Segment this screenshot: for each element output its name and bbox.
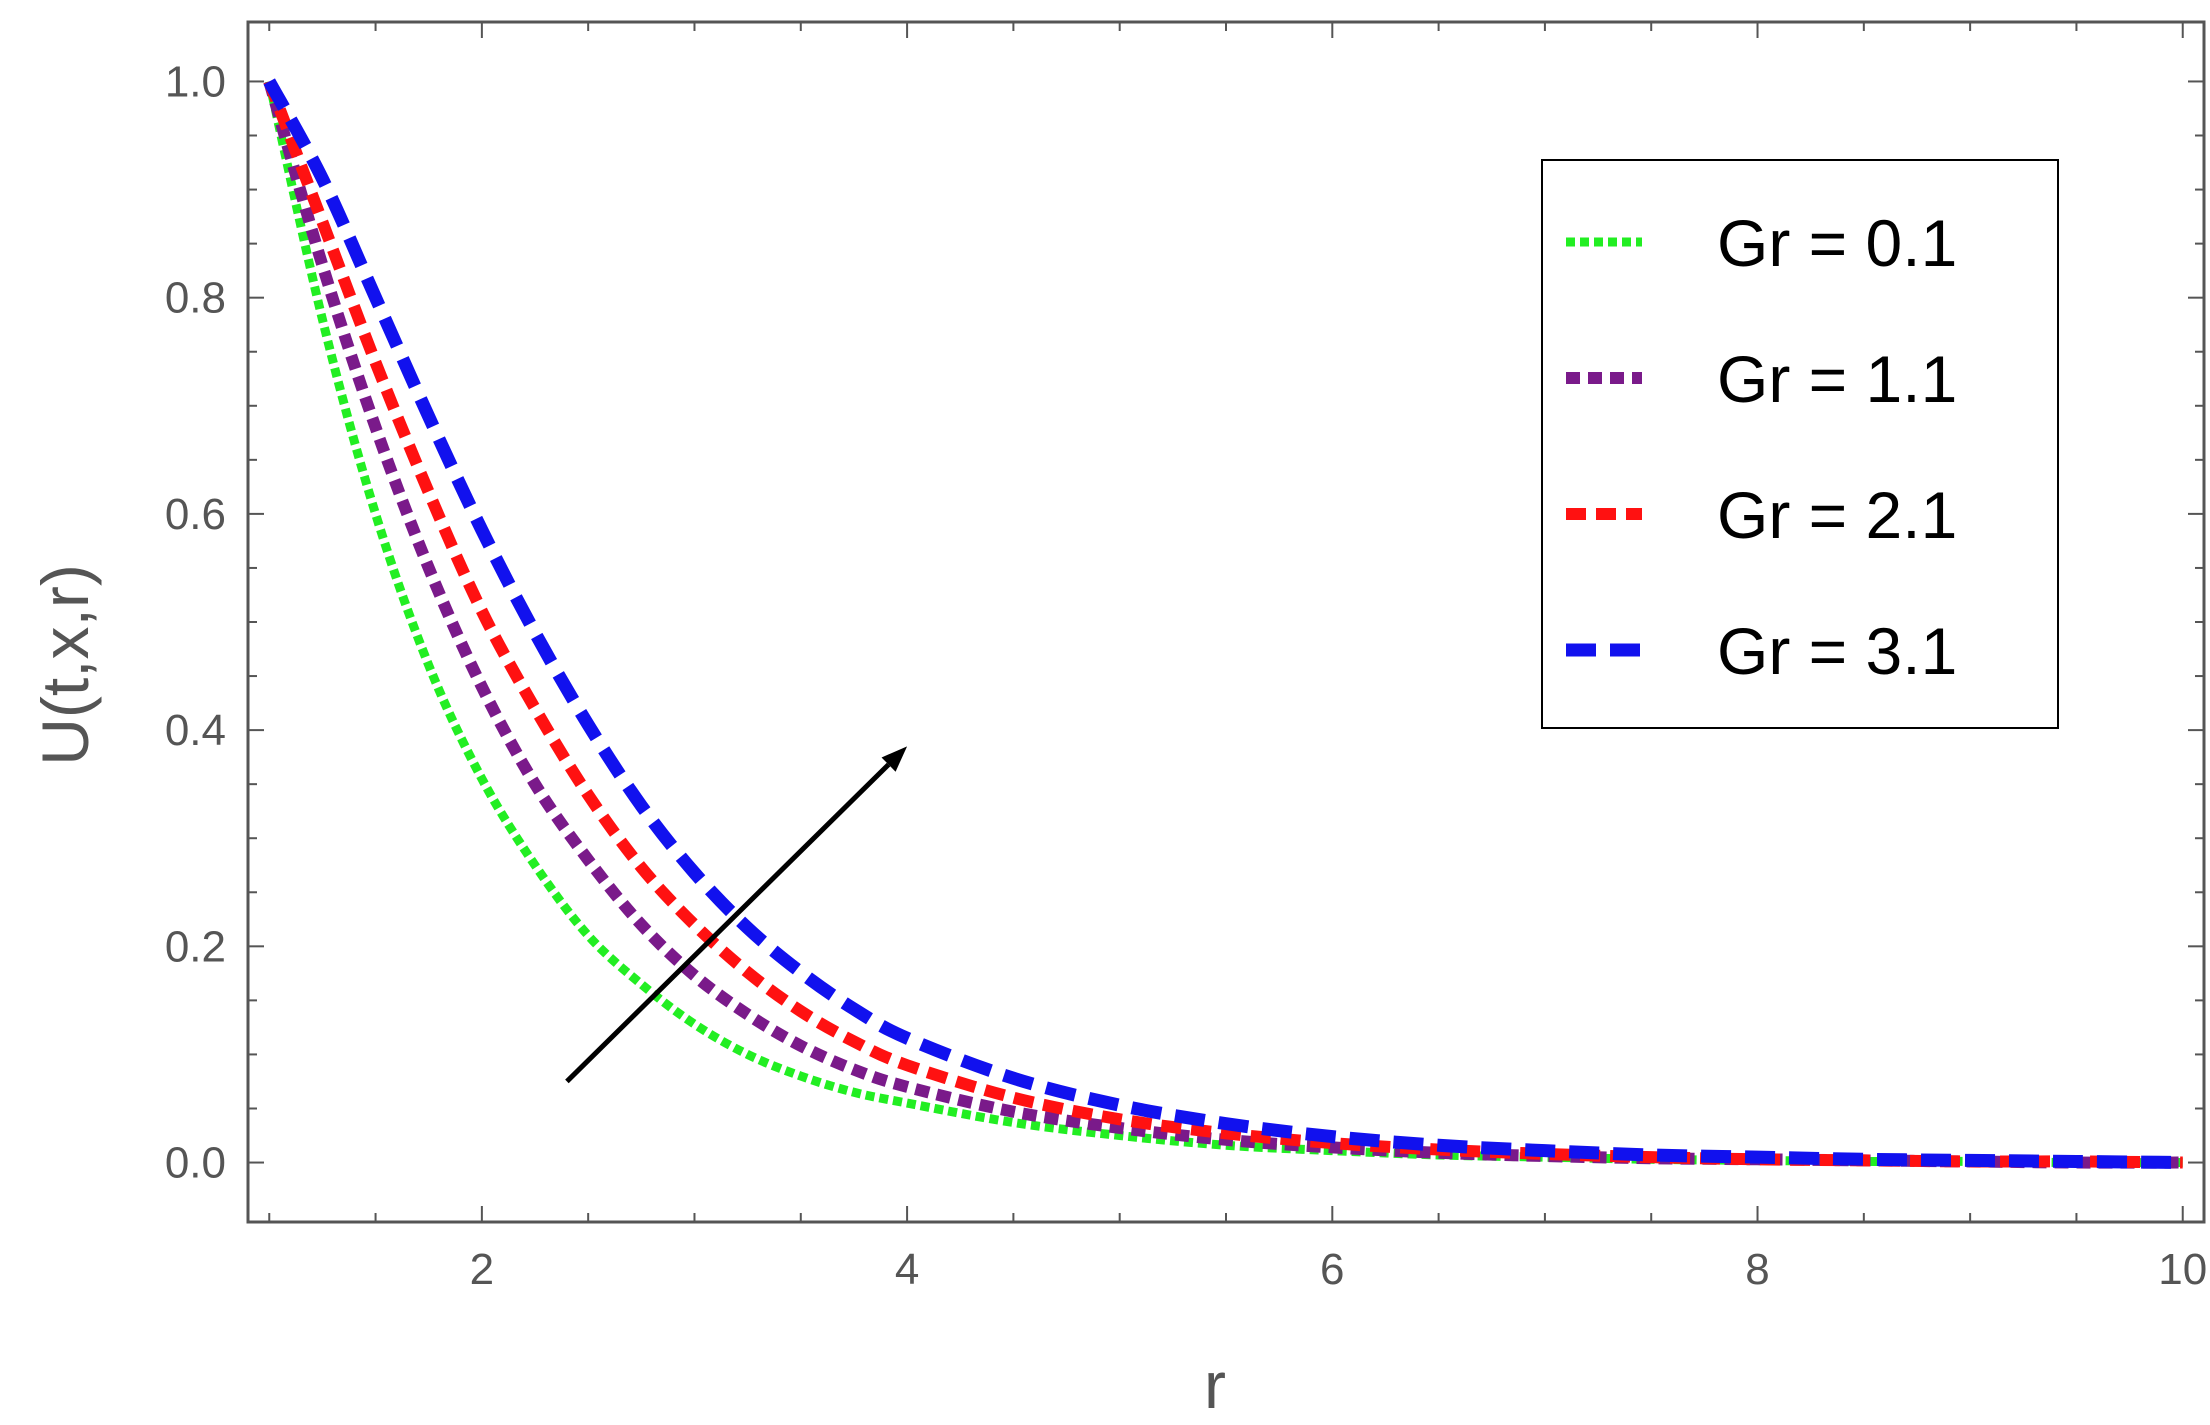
x-tick-label: 6 [1320,1245,1344,1294]
trend-arrow-shaft [565,762,891,1084]
series-lines [263,78,2183,1170]
series-line-4 [263,78,2183,1170]
x-axis-label: r [1204,1348,1226,1422]
axis-ticks [248,22,2204,1222]
tick-labels: 2 4 6 8 10 0.0 0.2 0.4 0.6 0.8 1.0 [165,57,2207,1294]
y-tick-label: 0.4 [165,706,226,755]
x-tick-label: 10 [2158,1245,2207,1294]
legend-label-4: Gr = 3.1 [1717,614,1957,688]
legend-label-2: Gr = 1.1 [1717,342,1957,416]
legend-box [1541,159,2059,729]
series-line-3 [263,79,2183,1169]
x-tick-label: 4 [895,1245,919,1294]
y-tick-label: 1.0 [165,57,226,106]
x-tick-label: 8 [1745,1245,1769,1294]
legend-label-3: Gr = 2.1 [1717,478,1957,552]
legend-label-1: Gr = 0.1 [1717,206,1957,280]
legend: Gr = 0.1 Gr = 1.1 Gr = 2.1 Gr = 3.1 [1541,159,2059,729]
x-tick-label: 2 [470,1245,494,1294]
trend-arrow-head [881,746,908,772]
y-tick-label: 0.2 [165,922,226,971]
y-axis-label: U(t,x,r) [28,564,102,766]
series-line-1 [264,80,2183,1168]
annotations [565,746,908,1084]
y-tick-label: 0.0 [165,1139,226,1188]
y-tick-label: 0.6 [165,490,226,539]
y-tick-label: 0.8 [165,274,226,323]
